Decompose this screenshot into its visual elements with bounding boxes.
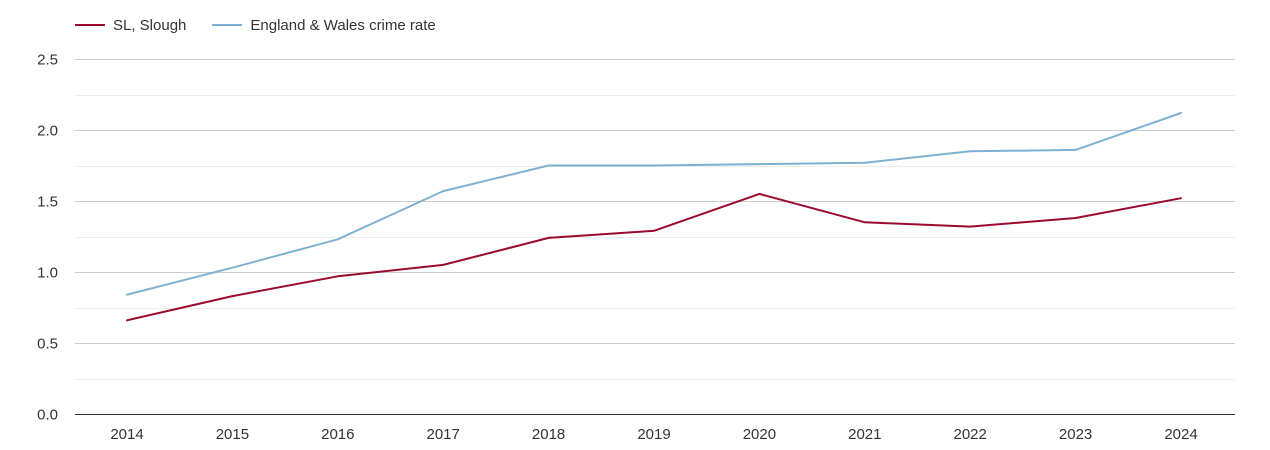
y-tick-label: 2.0 <box>37 123 58 140</box>
x-tick-label: 2019 <box>637 426 670 443</box>
x-tick-label: 2016 <box>321 426 354 443</box>
x-tick-label: 2018 <box>532 426 565 443</box>
legend-item-england-wales[interactable]: England & Wales crime rate <box>212 16 436 34</box>
legend-label-england-wales: England & Wales crime rate <box>250 16 436 34</box>
legend-item-slough[interactable]: SL, Slough <box>75 17 186 34</box>
x-tick-label: 2015 <box>216 426 249 443</box>
series-line-slough <box>126 192 1182 322</box>
legend-swatch-slough <box>75 24 105 26</box>
y-tick-label: 2.5 <box>37 52 58 69</box>
series-line-england-wales <box>126 112 1182 296</box>
legend-swatch-england-wales <box>212 24 243 26</box>
x-tick-label: 2024 <box>1164 426 1197 443</box>
x-tick-label: 2021 <box>848 426 881 443</box>
x-tick-label: 2023 <box>1059 426 1092 443</box>
x-tick-label: 2020 <box>743 426 776 443</box>
legend: SL, Slough England & Wales crime rate <box>75 14 436 36</box>
x-tick-label: 2017 <box>427 426 460 443</box>
legend-label-slough: SL, Slough <box>113 16 187 34</box>
x-tick-label: 2014 <box>110 426 143 443</box>
y-tick-label: 1.0 <box>37 265 58 282</box>
y-tick-label: 0.0 <box>37 407 58 424</box>
x-tick-label: 2022 <box>954 426 987 443</box>
y-tick-label: 0.5 <box>37 336 58 353</box>
y-tick-label: 1.5 <box>37 194 58 211</box>
